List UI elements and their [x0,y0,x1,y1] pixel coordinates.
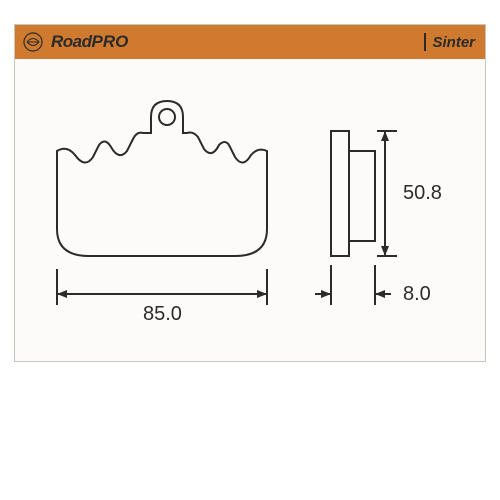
spec-card: RoadPRO Sinter [14,24,486,362]
header-right: Sinter [424,33,475,51]
height-dim-label: 50.8 [403,182,442,205]
brand-label: RoadPRO [51,32,128,52]
brand-logo-icon [21,30,45,54]
diagram-area: 85.0 50.8 8.0 [15,59,485,363]
thickness-dim-label: 8.0 [403,283,431,306]
header-bar: RoadPRO Sinter [15,25,485,59]
brand-prefix: Road [51,32,92,51]
header-divider [424,33,426,51]
width-dim-label: 85.0 [143,303,182,326]
diagram-svg [15,59,485,363]
header-left: RoadPRO [21,30,128,54]
brand-suffix: PRO [92,32,129,51]
variant-label: Sinter [432,34,475,51]
